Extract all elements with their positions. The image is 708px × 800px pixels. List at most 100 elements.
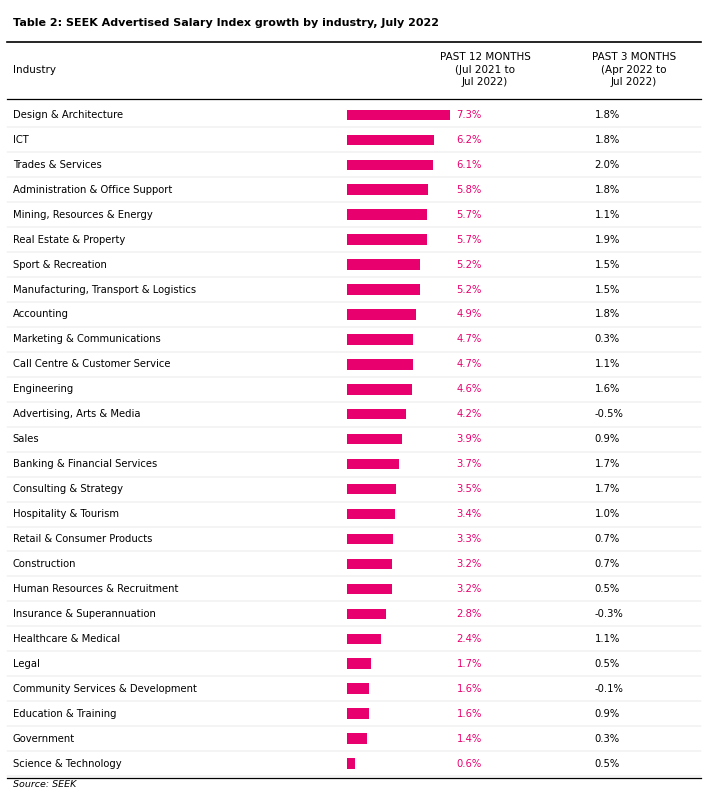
Text: Mining, Resources & Energy: Mining, Resources & Energy [13, 210, 152, 220]
Text: -0.1%: -0.1% [595, 684, 624, 694]
Text: -0.5%: -0.5% [595, 410, 624, 419]
Text: 1.7%: 1.7% [595, 459, 620, 469]
Text: -0.3%: -0.3% [595, 609, 624, 619]
Text: Trades & Services: Trades & Services [13, 160, 101, 170]
Bar [347, 634, 381, 644]
Bar [347, 310, 416, 320]
Bar [347, 110, 450, 120]
Text: 1.7%: 1.7% [457, 658, 482, 669]
Text: 3.3%: 3.3% [457, 534, 481, 544]
Text: Industry: Industry [13, 65, 56, 74]
Text: Design & Architecture: Design & Architecture [13, 110, 123, 120]
Text: 4.2%: 4.2% [457, 410, 482, 419]
Bar [347, 459, 399, 470]
Text: 1.5%: 1.5% [595, 259, 620, 270]
Text: 1.5%: 1.5% [595, 285, 620, 294]
Text: Construction: Construction [13, 559, 76, 569]
Text: Hospitality & Tourism: Hospitality & Tourism [13, 509, 119, 519]
Text: 0.6%: 0.6% [457, 758, 482, 769]
Text: 4.7%: 4.7% [457, 359, 482, 370]
Bar [347, 734, 367, 744]
Bar [347, 359, 413, 370]
Text: 0.9%: 0.9% [595, 434, 620, 444]
Text: Sport & Recreation: Sport & Recreation [13, 259, 107, 270]
Text: Legal: Legal [13, 658, 40, 669]
Text: 2.0%: 2.0% [595, 160, 620, 170]
Bar [347, 384, 411, 394]
Text: 6.2%: 6.2% [457, 135, 482, 145]
Text: 0.5%: 0.5% [595, 584, 620, 594]
Text: Manufacturing, Transport & Logistics: Manufacturing, Transport & Logistics [13, 285, 196, 294]
Bar [347, 434, 401, 445]
Text: 1.8%: 1.8% [595, 185, 620, 194]
Text: Table 2: SEEK Advertised Salary Index growth by industry, July 2022: Table 2: SEEK Advertised Salary Index gr… [13, 18, 439, 27]
Text: Call Centre & Customer Service: Call Centre & Customer Service [13, 359, 170, 370]
Text: 4.6%: 4.6% [457, 384, 482, 394]
Text: Education & Training: Education & Training [13, 709, 116, 718]
Text: 1.4%: 1.4% [457, 734, 482, 743]
Bar [347, 558, 392, 569]
Text: Healthcare & Medical: Healthcare & Medical [13, 634, 120, 644]
Bar [347, 234, 427, 245]
Bar [347, 409, 406, 419]
Text: 3.9%: 3.9% [457, 434, 482, 444]
Bar [347, 134, 434, 145]
Text: Retail & Consumer Products: Retail & Consumer Products [13, 534, 152, 544]
Bar [347, 284, 420, 294]
Text: 2.4%: 2.4% [457, 634, 482, 644]
Text: 5.2%: 5.2% [457, 285, 482, 294]
Text: 7.3%: 7.3% [457, 110, 482, 120]
Bar [347, 584, 392, 594]
Bar [347, 708, 370, 719]
Text: Accounting: Accounting [13, 310, 69, 319]
Text: 4.9%: 4.9% [457, 310, 482, 319]
Text: 1.8%: 1.8% [595, 110, 620, 120]
Text: 5.7%: 5.7% [457, 210, 482, 220]
Text: 0.7%: 0.7% [595, 534, 620, 544]
Text: 0.3%: 0.3% [595, 334, 620, 345]
Text: 1.7%: 1.7% [595, 484, 620, 494]
Text: 3.2%: 3.2% [457, 559, 482, 569]
Text: ICT: ICT [13, 135, 28, 145]
Text: Source: SEEK: Source: SEEK [13, 780, 76, 789]
Text: 1.6%: 1.6% [457, 684, 482, 694]
Text: 1.6%: 1.6% [457, 709, 482, 718]
Text: Consulting & Strategy: Consulting & Strategy [13, 484, 122, 494]
Bar [347, 159, 433, 170]
Text: PAST 3 MONTHS
(Apr 2022 to
Jul 2022): PAST 3 MONTHS (Apr 2022 to Jul 2022) [592, 52, 675, 87]
Text: 0.3%: 0.3% [595, 734, 620, 743]
Bar [347, 259, 420, 270]
Text: Engineering: Engineering [13, 384, 73, 394]
Bar [347, 683, 370, 694]
Text: Government: Government [13, 734, 75, 743]
Text: PAST 12 MONTHS
(Jul 2021 to
Jul 2022): PAST 12 MONTHS (Jul 2021 to Jul 2022) [440, 52, 530, 87]
Text: 1.8%: 1.8% [595, 310, 620, 319]
Text: 3.2%: 3.2% [457, 584, 482, 594]
Text: Community Services & Development: Community Services & Development [13, 684, 197, 694]
Text: 1.1%: 1.1% [595, 210, 620, 220]
Text: 3.7%: 3.7% [457, 459, 482, 469]
Text: 0.5%: 0.5% [595, 758, 620, 769]
Bar [347, 609, 387, 619]
Text: 1.9%: 1.9% [595, 234, 620, 245]
Bar [347, 185, 428, 195]
Text: 5.2%: 5.2% [457, 259, 482, 270]
Text: Science & Technology: Science & Technology [13, 758, 121, 769]
Text: 3.4%: 3.4% [457, 509, 481, 519]
Bar [347, 334, 413, 345]
Bar [347, 509, 395, 519]
Text: Human Resources & Recruitment: Human Resources & Recruitment [13, 584, 178, 594]
Text: 5.8%: 5.8% [457, 185, 482, 194]
Text: 1.6%: 1.6% [595, 384, 620, 394]
Text: 2.8%: 2.8% [457, 609, 482, 619]
Text: Banking & Financial Services: Banking & Financial Services [13, 459, 157, 469]
Text: 1.8%: 1.8% [595, 135, 620, 145]
Bar [347, 484, 396, 494]
Text: Insurance & Superannuation: Insurance & Superannuation [13, 609, 156, 619]
Text: 0.7%: 0.7% [595, 559, 620, 569]
Text: 1.1%: 1.1% [595, 359, 620, 370]
Bar [347, 658, 371, 669]
Text: 0.9%: 0.9% [595, 709, 620, 718]
Text: 6.1%: 6.1% [457, 160, 482, 170]
Bar [347, 210, 427, 220]
